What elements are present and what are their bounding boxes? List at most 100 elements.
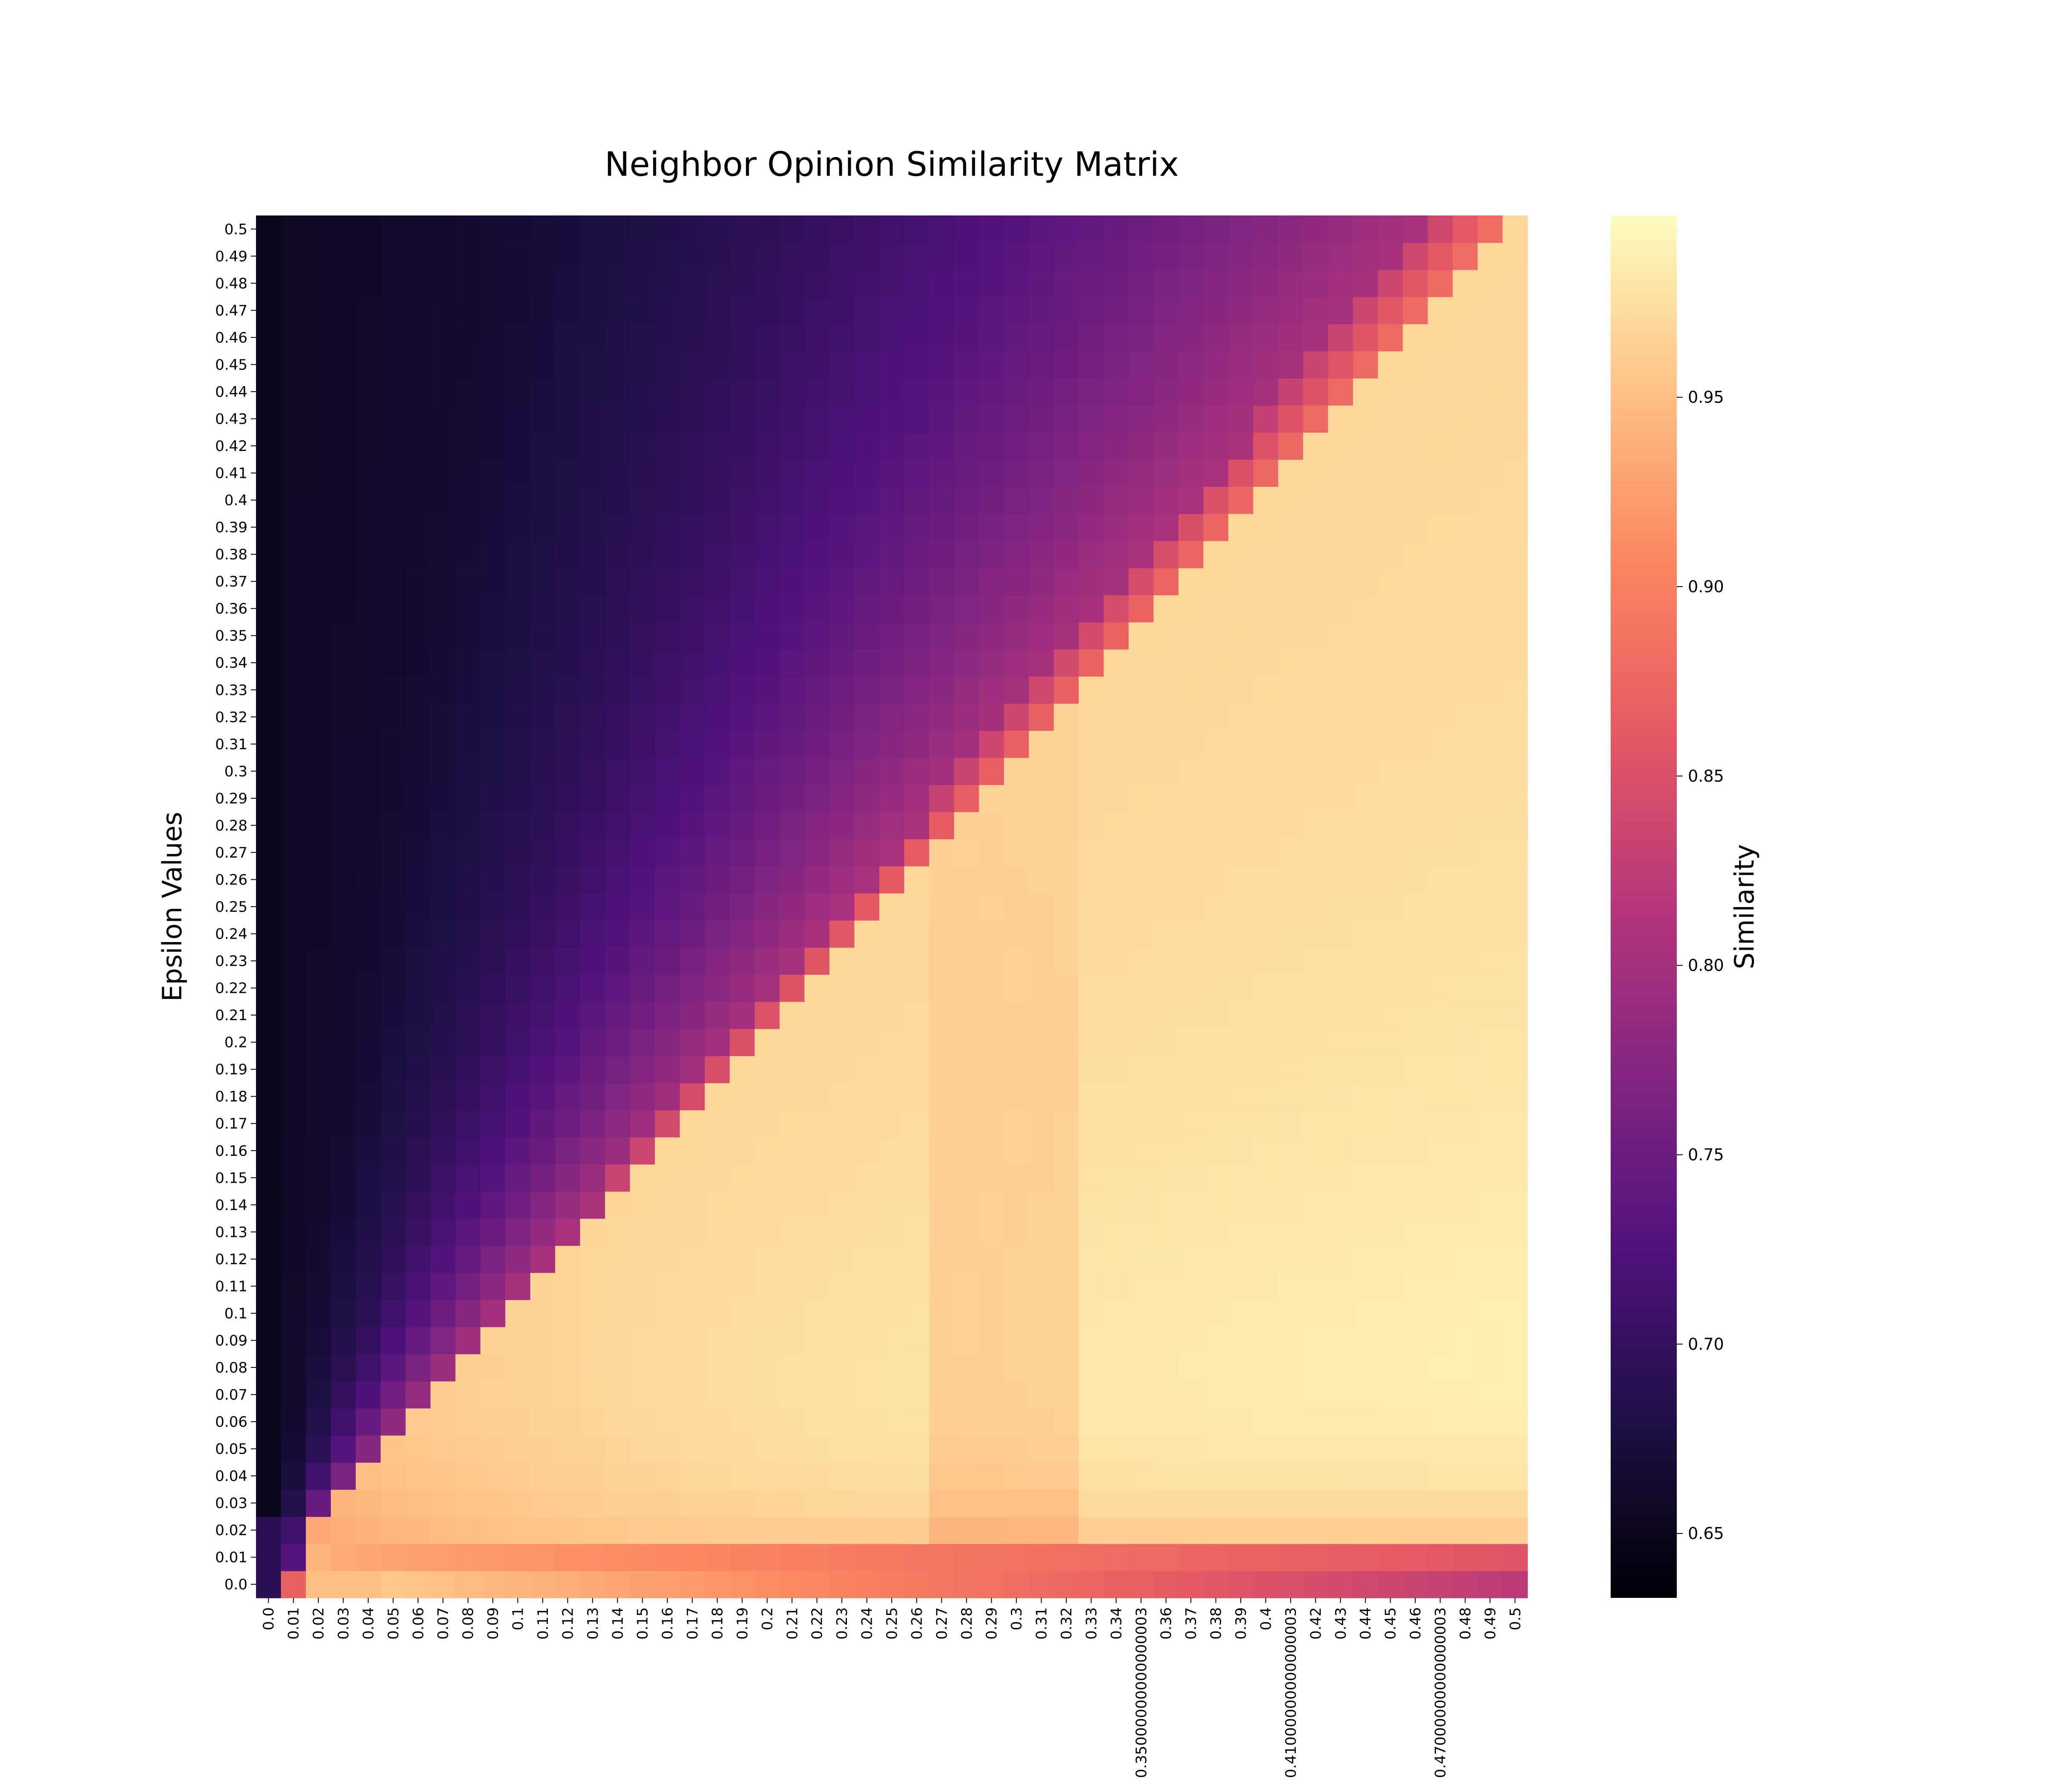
heatmap-cell <box>730 1462 755 1490</box>
x-tick-label: 0.31 <box>1033 1607 1050 1640</box>
heatmap-cell <box>1253 1516 1279 1544</box>
x-tick-label: 0.02 <box>310 1607 327 1640</box>
heatmap-cell <box>1428 541 1453 568</box>
heatmap-cell <box>929 1489 954 1517</box>
heatmap-cell <box>879 486 905 514</box>
heatmap-cell <box>804 785 830 812</box>
heatmap-cell <box>1502 1571 1528 1598</box>
heatmap-cell <box>1129 1001 1154 1029</box>
heatmap-cell <box>655 866 681 894</box>
heatmap-cell <box>1278 1082 1303 1111</box>
heatmap-cell <box>1178 405 1204 433</box>
heatmap-cell <box>1079 1028 1104 1056</box>
heatmap-cell <box>555 703 581 731</box>
heatmap-cell <box>555 270 581 297</box>
heatmap-cell <box>455 1408 481 1436</box>
heatmap-cell <box>630 486 655 514</box>
heatmap-cell <box>256 405 282 433</box>
heatmap-cell <box>305 730 332 758</box>
heatmap-cell <box>630 839 655 867</box>
heatmap-cell <box>580 893 605 921</box>
heatmap-cell <box>431 513 456 541</box>
heatmap-cell <box>1029 1327 1054 1355</box>
heatmap-cell <box>1378 1408 1403 1436</box>
heatmap-cell <box>580 1327 605 1355</box>
heatmap-cell <box>1452 1571 1478 1598</box>
heatmap-cell <box>680 1381 705 1409</box>
heatmap-cell <box>730 1110 755 1137</box>
heatmap-cell <box>1378 622 1403 650</box>
heatmap-cell <box>1228 1191 1254 1219</box>
heatmap-cell <box>979 1435 1004 1463</box>
heatmap-cell <box>1004 1408 1030 1436</box>
heatmap-cell <box>431 947 456 975</box>
heatmap-cell <box>1328 1191 1353 1219</box>
heatmap-cell <box>1228 459 1254 487</box>
heatmap-cell <box>780 1082 805 1111</box>
heatmap-cell <box>1328 1516 1353 1544</box>
heatmap-cell <box>780 947 805 975</box>
heatmap-cell <box>480 812 506 839</box>
heatmap-cell <box>355 1110 381 1137</box>
heatmap-cell <box>630 1489 655 1517</box>
heatmap-cell <box>455 730 481 758</box>
heatmap-cell <box>929 270 954 297</box>
heatmap-cell <box>804 920 830 948</box>
heatmap-cell <box>431 622 456 650</box>
heatmap-cell <box>780 541 805 568</box>
heatmap-cell <box>555 1435 581 1463</box>
heatmap-cell <box>704 1571 730 1598</box>
heatmap-cell <box>256 486 282 514</box>
heatmap-cell <box>1228 1028 1254 1056</box>
heatmap-cell <box>929 1082 954 1111</box>
heatmap-cell <box>1328 947 1353 975</box>
heatmap-cell <box>381 974 406 1002</box>
heatmap-cell <box>979 757 1004 785</box>
heatmap-cell <box>480 1489 506 1517</box>
heatmap-cell <box>1303 1300 1329 1327</box>
heatmap-cell <box>455 1543 481 1571</box>
heatmap-cell <box>455 1218 481 1246</box>
heatmap-cell <box>804 1272 830 1300</box>
heatmap-cell <box>954 1571 980 1598</box>
heatmap-cell <box>1203 1354 1229 1382</box>
heatmap-cell <box>655 1272 681 1300</box>
heatmap-cell <box>979 567 1004 596</box>
x-tick-label: 0.41000000000000003 <box>1283 1607 1300 1778</box>
heatmap-cell <box>780 432 805 460</box>
heatmap-cell <box>1402 974 1428 1002</box>
heatmap-cell <box>605 1408 631 1436</box>
heatmap-cell <box>1029 486 1054 514</box>
heatmap-cell <box>1428 242 1453 270</box>
heatmap-cell <box>1502 1191 1528 1219</box>
heatmap-cell <box>929 378 954 406</box>
heatmap-cell <box>1228 405 1254 433</box>
heatmap-cell <box>854 595 880 623</box>
heatmap-cell <box>530 1110 556 1137</box>
heatmap-cell <box>605 947 631 975</box>
heatmap-cell <box>505 1137 531 1165</box>
heatmap-cell <box>704 839 730 867</box>
heatmap-cell <box>655 1028 681 1056</box>
y-tick-label: 0.24 <box>215 926 247 943</box>
heatmap-cell <box>1428 1489 1453 1517</box>
x-tick-label: 0.05 <box>385 1607 402 1640</box>
heatmap-cell <box>1103 757 1129 785</box>
heatmap-cell <box>1278 1408 1303 1436</box>
heatmap-cell <box>1402 703 1428 731</box>
heatmap-cell <box>954 812 980 839</box>
heatmap-cell <box>1353 513 1379 541</box>
heatmap-cell <box>754 1571 780 1598</box>
heatmap-cell <box>854 459 880 487</box>
heatmap-cell <box>754 595 780 623</box>
heatmap-cell <box>1402 1543 1428 1571</box>
heatmap-cell <box>580 1137 605 1165</box>
heatmap-cell <box>630 297 655 324</box>
y-tick-label: 0.04 <box>215 1468 247 1485</box>
heatmap-cell <box>680 1327 705 1355</box>
heatmap-cell <box>1029 730 1054 758</box>
heatmap-cell <box>904 513 930 541</box>
heatmap-cell <box>1004 486 1030 514</box>
heatmap-cell <box>281 1272 306 1300</box>
heatmap-cell <box>854 730 880 758</box>
